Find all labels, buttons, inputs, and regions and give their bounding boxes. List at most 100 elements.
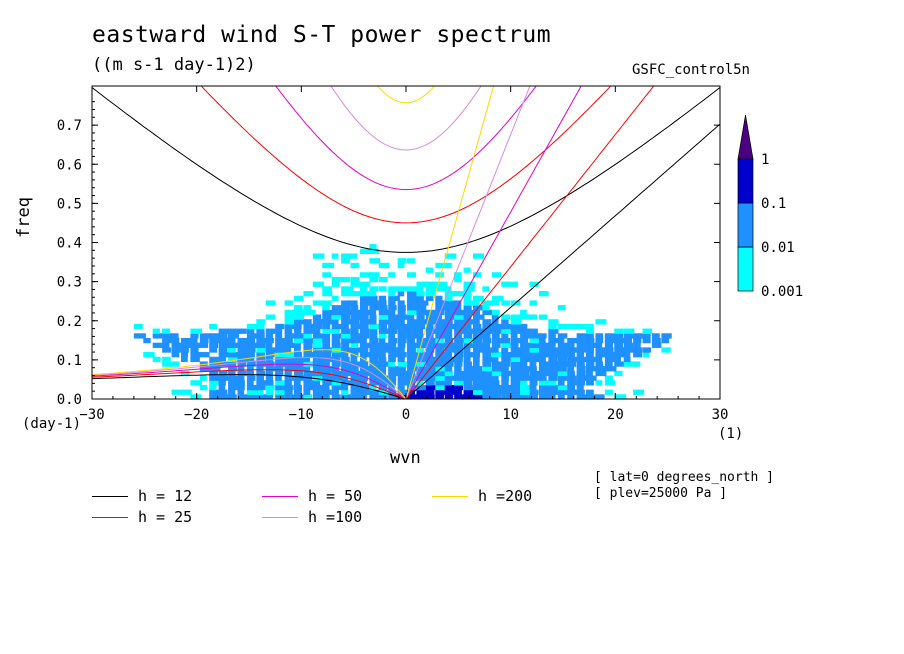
power-contour-cell: [633, 347, 643, 353]
power-contour-cell: [604, 347, 614, 353]
power-contour-cell: [586, 370, 593, 377]
power-contour-cell: [171, 389, 182, 395]
power-contour-cell: [463, 342, 476, 348]
power-contour-cell: [604, 375, 613, 381]
power-contour-cell: [265, 384, 275, 391]
power-contour-cell: [529, 328, 538, 334]
power-contour-cell: [180, 337, 191, 344]
power-contour-cell: [567, 352, 575, 358]
power-contour-cell: [359, 305, 369, 311]
power-contour-cell: [576, 394, 589, 399]
power-contour-cell: [425, 375, 437, 381]
power-contour-cell: [510, 333, 518, 339]
x-tick-label: −20: [184, 407, 209, 423]
power-contour-cell: [162, 333, 173, 339]
power-contour-cell: [341, 309, 352, 316]
gravity-curve-h50: [275, 86, 537, 191]
power-contour-cell: [162, 356, 171, 363]
power-contour-cell: [369, 328, 378, 334]
power-contour-cell: [359, 375, 368, 381]
power-contour-cell: [331, 389, 339, 395]
power-contour-cell: [312, 314, 322, 320]
power-contour-cell: [623, 356, 631, 363]
power-contour-cell: [388, 300, 396, 306]
power-contour-cell: [180, 352, 189, 358]
power-contour-cell: [548, 342, 556, 348]
power-contour-cell: [633, 333, 645, 339]
power-contour-cell: [256, 323, 265, 330]
power-contour-cell: [388, 314, 400, 320]
power-contour-cell: [567, 389, 579, 395]
power-contour-cell: [388, 352, 400, 358]
power-contour-cell: [162, 328, 171, 334]
power-contour-cell: [294, 356, 306, 363]
y-tick-label: 0.2: [57, 314, 82, 330]
power-contour-cell: [520, 375, 531, 381]
rossby-curve-h50: [92, 363, 407, 399]
power-contour-cell: [322, 314, 332, 320]
power-contour-cell: [586, 366, 598, 372]
power-contour-cell: [369, 347, 382, 353]
power-contour-cell: [369, 342, 382, 348]
power-contour-cell: [369, 366, 381, 372]
power-contour-cell: [350, 337, 362, 344]
power-contour-cell: [171, 333, 179, 339]
power-contour-cell: [520, 314, 532, 320]
pressure-level-info: [ plev=25000 Pa ]: [594, 486, 728, 501]
power-contour-cell: [454, 309, 466, 316]
power-contour-cell: [331, 366, 340, 372]
power-contour-cell: [378, 356, 387, 363]
power-contour-cell: [557, 352, 570, 358]
power-contour-cell: [190, 356, 200, 363]
power-contour-cell: [472, 342, 483, 348]
power-contour-cell: [444, 352, 452, 358]
power-contour-cell: [425, 267, 434, 273]
power-contour-cell: [359, 342, 372, 348]
power-contour-cell: [454, 356, 463, 363]
power-contour-cell: [416, 314, 425, 320]
power-contour-cell: [482, 375, 494, 381]
power-contour-cell: [491, 370, 504, 377]
power-contour-cell: [171, 352, 180, 358]
power-contour-cell: [586, 394, 597, 399]
power-contour-cell: [199, 375, 207, 381]
power-contour-cell: [557, 375, 568, 381]
power-contour-cell: [350, 361, 361, 367]
power-contour-cell: [472, 295, 484, 302]
legend-item-h12: h = 12: [92, 487, 192, 505]
power-contour-cell: [331, 253, 339, 259]
power-contour-cell: [472, 347, 483, 353]
power-contour-cell: [378, 352, 386, 358]
power-contour-cell: [661, 337, 670, 344]
power-contour-cell: [435, 286, 447, 292]
power-contour-cell: [341, 347, 352, 353]
power-contour-cell: [538, 394, 551, 399]
power-contour-cell: [312, 366, 325, 372]
power-contour-cell: [529, 361, 537, 367]
power-contour-cell: [143, 352, 155, 358]
power-contour-cell: [388, 366, 400, 372]
legend-swatch-h12: [92, 495, 128, 497]
power-contour-cell: [397, 361, 408, 367]
power-contour-cell: [322, 300, 332, 306]
power-contour-cell: [538, 337, 546, 344]
power-contour-cell: [303, 394, 313, 399]
power-contour-cell: [407, 394, 418, 399]
power-contour-cell: [246, 366, 254, 372]
power-contour-cell: [397, 314, 410, 320]
power-contour-cell: [435, 375, 446, 381]
power-contour-cell: [604, 337, 617, 344]
power-contour-cell: [510, 375, 521, 381]
power-contour-cell: [520, 333, 531, 339]
power-contour-cell: [482, 300, 493, 306]
power-contour-cell: [510, 337, 521, 344]
power-contour-cell: [425, 361, 437, 367]
power-contour-cell: [350, 375, 362, 381]
power-contour-cell: [237, 347, 249, 353]
power-contour-cell: [604, 342, 613, 348]
power-contour-cell: [388, 370, 400, 377]
power-contour-cell: [378, 394, 388, 399]
power-contour-cell: [341, 276, 351, 283]
power-contour-cell: [463, 352, 474, 358]
power-contour-cell: [454, 380, 464, 386]
